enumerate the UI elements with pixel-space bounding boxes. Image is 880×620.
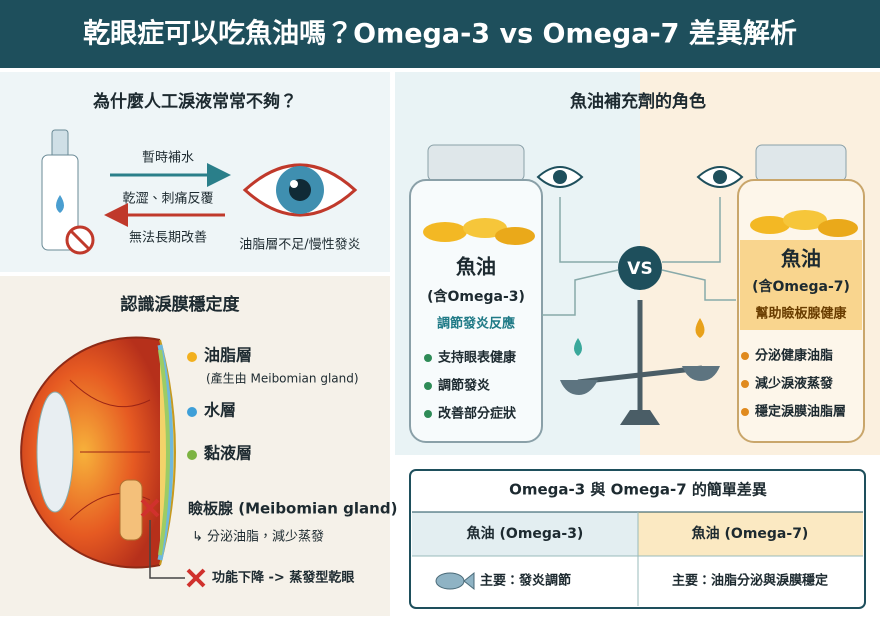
layer-note: (產生由 Meibomian gland) [206, 371, 359, 386]
gland-label: 瞼板腺 (Meibomian gland) [188, 500, 397, 518]
x-mark [186, 568, 206, 588]
connector [542, 197, 736, 316]
bottle-name: 魚油 [781, 247, 821, 271]
bullet [424, 382, 432, 390]
arrow-label: 乾澀、刺痛反覆 [122, 191, 213, 207]
bottle [737, 144, 865, 443]
bottle-name: 魚油 [456, 255, 496, 279]
table-header: 魚油 (Omega-7) [692, 525, 809, 542]
title: 乾眼症可以吃魚油嗎？Omega-3 vs Omega-7 差異解析 [83, 18, 797, 50]
layer-label: 油脂層 [204, 346, 252, 365]
layer-dot [187, 407, 197, 417]
bottle-sub: (含Omega-7) [752, 278, 850, 295]
arrow-label: 無法長期改善 [129, 231, 207, 246]
connector [149, 520, 185, 579]
point: 減少淚液蒸發 [755, 376, 833, 392]
layer-label: 黏液層 [203, 444, 252, 463]
table-header: 魚油 (Omega-3) [467, 525, 584, 542]
layer-label: 水層 [204, 401, 236, 420]
layer-dot [187, 450, 197, 460]
arrow-label: 暫時補水 [142, 151, 194, 166]
vs-badge [618, 246, 662, 290]
vs-text: VS [627, 259, 652, 279]
gland-failure: 功能下降 -> 蒸發型乾眼 [212, 570, 355, 586]
bullet [741, 380, 749, 388]
bullet [424, 354, 432, 362]
x-mark [140, 498, 160, 518]
table-title: Omega-3 與 Omega-7 的簡單差異 [509, 481, 767, 499]
eye-cross-section [20, 336, 176, 569]
scale [560, 300, 720, 425]
panel-heading: 為什麼人工淚液常常不夠？ [93, 91, 297, 112]
point: 改善部分症狀 [438, 406, 517, 422]
point: 穩定淚膜油脂層 [755, 404, 846, 420]
eye-icon [536, 166, 744, 188]
table-cell: 主要：油脂分泌與淚膜穩定 [672, 573, 828, 589]
bottle-role: 調節發炎反應 [437, 316, 515, 332]
bottle-role: 幫助瞼板腺健康 [755, 306, 846, 322]
fish-icon [435, 571, 475, 591]
table-cell: 主要：發炎調節 [480, 573, 571, 589]
bottle [409, 144, 543, 443]
point: 分泌健康油脂 [755, 348, 833, 364]
gland-note: ↳ 分泌油脂，減少蒸發 [192, 529, 324, 545]
table-header-cell [638, 512, 863, 556]
eye-drop-bottle [41, 129, 95, 255]
table-header-cell [412, 512, 638, 556]
layer-dot [187, 352, 197, 362]
eye-caption: 油脂層不足/慢性發炎 [239, 237, 360, 253]
eye-icon [242, 163, 358, 217]
bullet [741, 352, 749, 360]
point: 調節發炎 [438, 378, 490, 394]
point: 支持眼表健康 [437, 350, 516, 366]
panel-heading: 認識淚膜穩定度 [121, 294, 241, 315]
bullet [424, 410, 432, 418]
bottle-sub: (含Omega-3) [427, 288, 525, 305]
bullet [741, 408, 749, 416]
header-bar [0, 0, 880, 68]
panel-heading: 魚油補充劑的角色 [570, 91, 706, 112]
